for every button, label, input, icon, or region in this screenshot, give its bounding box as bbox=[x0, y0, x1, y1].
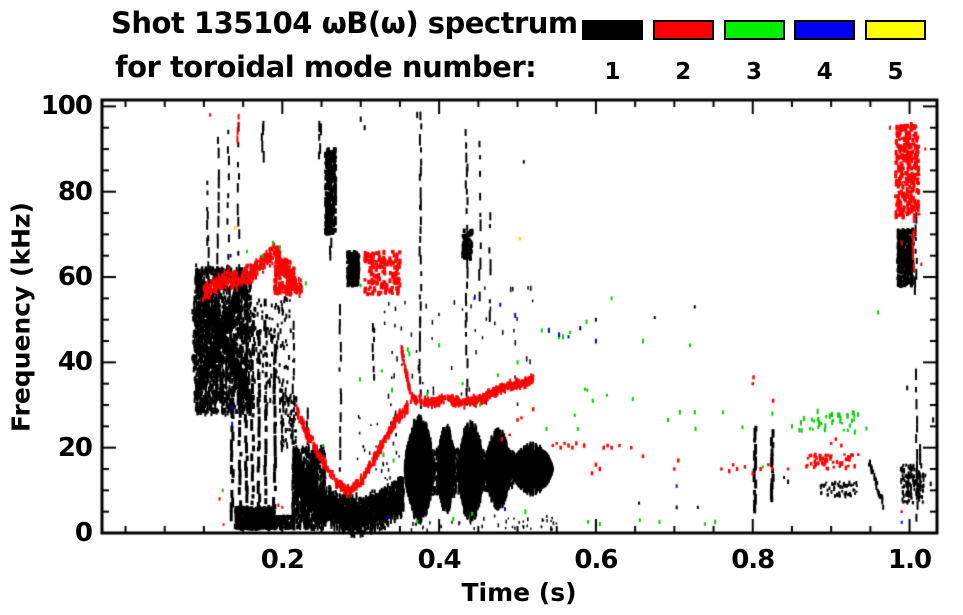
y-axis-label: Frequency (kHz) bbox=[6, 202, 36, 432]
y-tick-label: 0 bbox=[74, 518, 93, 548]
x-tick-label: 0.6 bbox=[574, 545, 618, 575]
x-tick-label: 1.0 bbox=[888, 545, 932, 575]
x-tick-label: 0.8 bbox=[731, 545, 775, 575]
x-tick-label: 0.4 bbox=[417, 545, 462, 575]
y-tick-label: 60 bbox=[57, 262, 93, 293]
y-tick-label: 20 bbox=[57, 432, 93, 463]
x-tick-label: 0.2 bbox=[260, 545, 305, 575]
y-tick-label: 100 bbox=[40, 91, 93, 122]
y-tick-label: 40 bbox=[57, 347, 93, 378]
x-axis-label: Time (s) bbox=[461, 578, 577, 607]
y-tick-label: 80 bbox=[57, 176, 93, 207]
